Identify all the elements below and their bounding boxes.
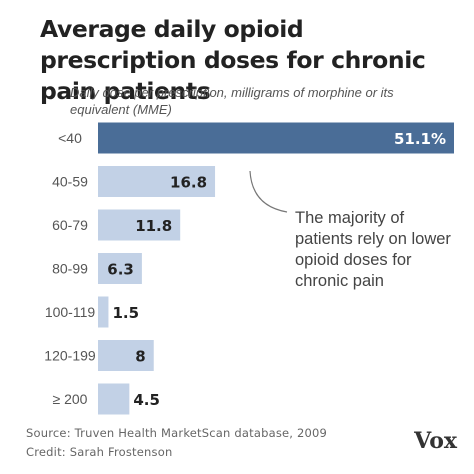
chart-subtitle: Daily dose per prescription, milligrams … — [70, 85, 394, 117]
chart-title: Average daily opioid prescription doses … — [40, 15, 426, 105]
value-label-5: 8 — [135, 348, 145, 366]
bar-6 — [98, 383, 130, 415]
category-label-5: 120-199 — [44, 348, 96, 364]
category-label-3: 80-99 — [52, 261, 88, 277]
category-label-0: <40 — [58, 130, 82, 146]
category-label-4: 100-119 — [45, 304, 96, 320]
footer: Source: Truven Health MarketScan databas… — [26, 424, 366, 462]
value-label-4: 1.5 — [112, 304, 139, 322]
bar-0 — [98, 122, 454, 154]
chart-annotation: The majority of patients rely on lower o… — [295, 209, 451, 290]
bar-3 — [98, 253, 142, 284]
bar-1 — [98, 166, 216, 197]
source-note: Source: Truven Health MarketScan databas… — [26, 426, 328, 440]
value-label-2: 11.8 — [135, 217, 172, 235]
value-label-1: 16.8 — [170, 174, 207, 192]
category-label-2: 60-79 — [52, 217, 88, 233]
value-label-6: 4.5 — [133, 391, 160, 409]
value-label-0: 51.1% — [394, 130, 446, 148]
bar-2 — [98, 209, 181, 241]
credit-note: Credit: Sarah Frostenson — [26, 445, 173, 459]
bar-4 — [98, 296, 109, 328]
bar-5 — [98, 340, 154, 371]
value-label-3: 6.3 — [107, 261, 134, 279]
category-label-6: ≥ 200 — [53, 391, 88, 407]
vox-logo: Vox — [414, 428, 457, 454]
category-label-1: 40-59 — [52, 174, 88, 190]
annotation-leader-line — [249, 170, 288, 213]
